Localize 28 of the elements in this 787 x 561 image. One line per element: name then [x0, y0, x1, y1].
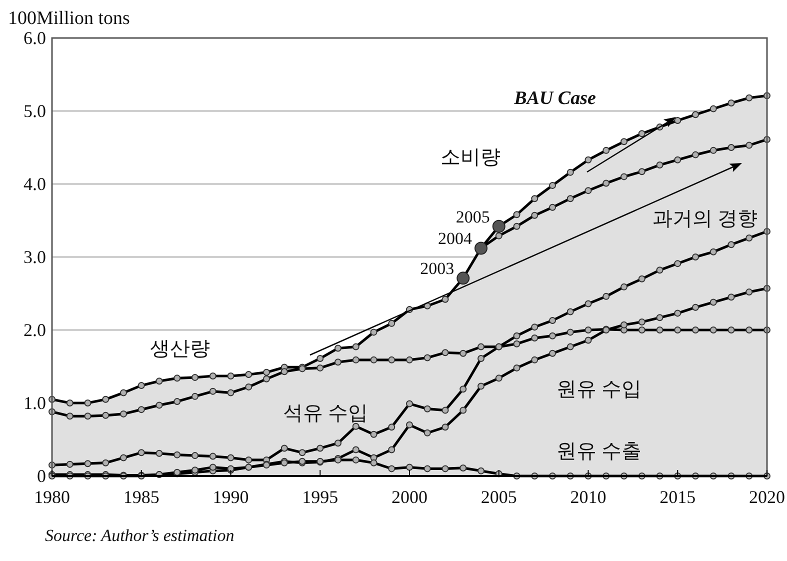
annotation: 2005 [456, 207, 490, 226]
text: 소비량 [440, 146, 500, 168]
series-label: 원유 수입 [556, 378, 642, 400]
annotation: 2003 [420, 259, 454, 278]
series-label: 원유 수출 [556, 440, 642, 462]
annotation: 과거의 경향 [652, 208, 758, 230]
annotation: BAU Case [513, 88, 596, 109]
x-tick-label: 2005 [480, 487, 517, 507]
x-tick-label: 2020 [749, 487, 785, 507]
y-tick-label: 1.0 [24, 393, 46, 413]
series-label: 석유 수입 [282, 402, 368, 424]
y-tick-label: 3.0 [24, 247, 46, 267]
x-tick-label: 1980 [34, 487, 70, 507]
y-tick-label: 6.0 [24, 28, 46, 48]
x-tick-label: 1995 [302, 487, 338, 507]
y-tick-label: 0 [37, 466, 46, 486]
y-tick-label: 2.0 [24, 320, 46, 340]
x-tick-label: 2010 [570, 487, 606, 507]
annotation: 생산량 [150, 338, 210, 360]
y-axis-title: 100Million tons [8, 8, 130, 29]
x-tick-label: 1985 [123, 487, 160, 507]
x-tick-label: 2000 [392, 487, 428, 507]
x-tick-label: 2015 [660, 487, 696, 507]
source-note: Source: Author’s estimation [45, 526, 234, 545]
y-tick-label: 5.0 [24, 101, 46, 121]
x-tick-label: 1990 [212, 487, 249, 507]
annotation: 2004 [438, 229, 472, 248]
y-tick-label: 4.0 [24, 174, 46, 194]
